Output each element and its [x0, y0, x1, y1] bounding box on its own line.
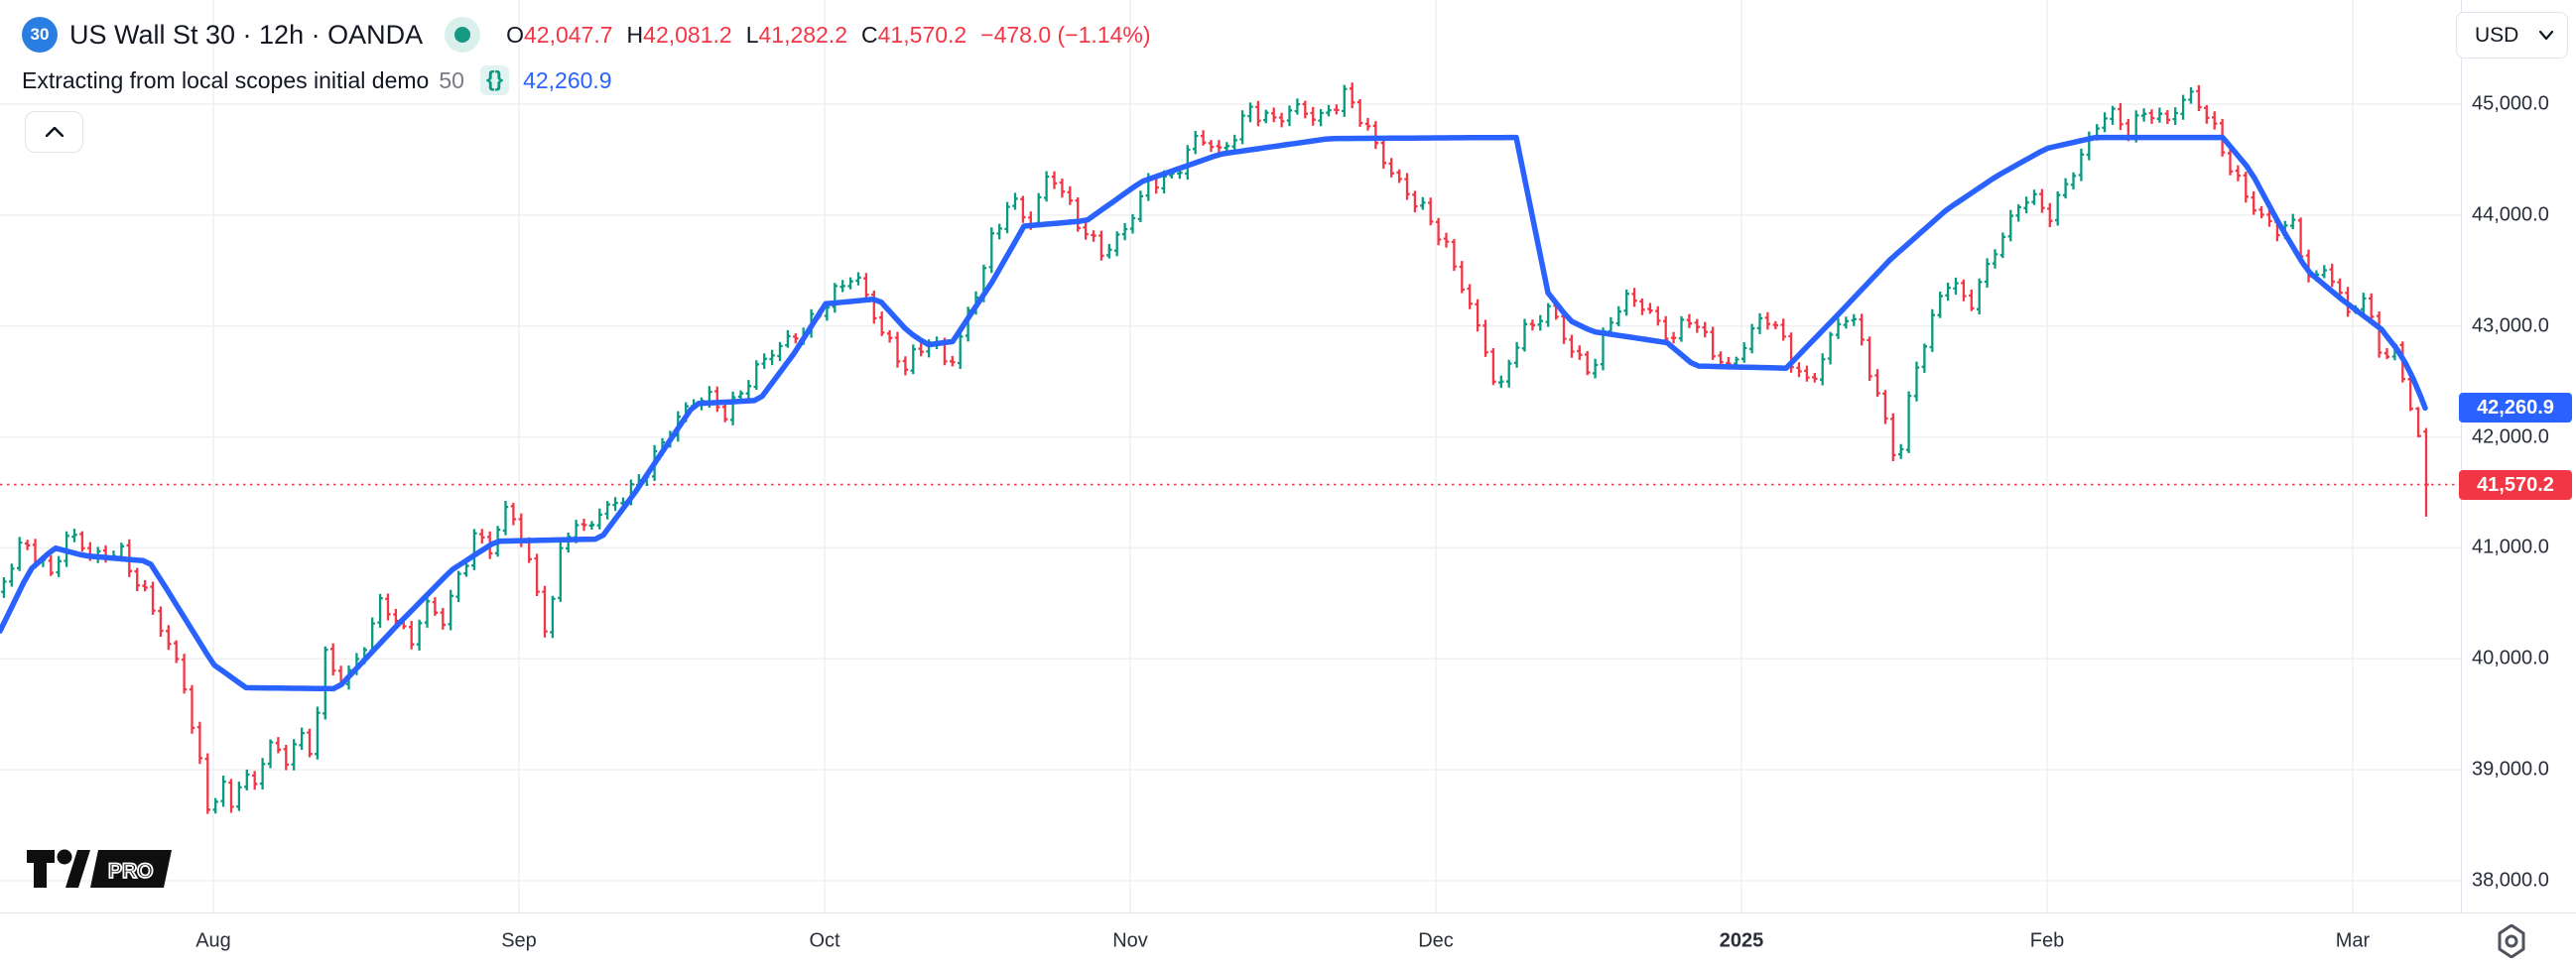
chevron-up-icon	[45, 127, 64, 137]
time-axis-label: Mar	[2335, 929, 2371, 952]
price-axis-label: 39,000.0	[2472, 758, 2549, 781]
price-axis-label: 41,000.0	[2472, 536, 2549, 558]
symbol-row[interactable]: 30 US Wall St 30 · 12h · OANDA O 42,047.…	[22, 14, 1151, 56]
source-code-icon[interactable]: {}	[479, 65, 510, 95]
legend-collapse-button[interactable]	[25, 111, 83, 153]
price-axis-label: 38,000.0	[2472, 869, 2549, 892]
market-open-dot-icon[interactable]	[445, 17, 481, 53]
symbol-title[interactable]: US Wall St 30 · 12h · OANDA	[69, 19, 424, 50]
chart-canvas[interactable]	[0, 0, 2461, 912]
time-axis-label: Feb	[2029, 929, 2065, 952]
open-label: O	[506, 21, 524, 48]
tv-mark-icon	[27, 849, 90, 888]
high-value: 42,081.2	[643, 21, 732, 48]
price-axis-label: 42,000.0	[2472, 425, 2549, 448]
ohlc-bars-down	[24, 82, 2429, 814]
pro-label: PRO	[108, 860, 154, 883]
market-dot-core	[454, 27, 471, 43]
time-axis-label: Nov	[1112, 929, 1148, 952]
low-value: 41,282.2	[758, 21, 848, 48]
close-label: C	[861, 21, 878, 48]
chart-plot-area[interactable]	[0, 0, 2461, 912]
change-value: −478.0 (−1.14%)	[980, 21, 1151, 48]
pro-badge: PRO	[90, 850, 172, 888]
last-price-badge: 41,570.2	[2459, 469, 2572, 500]
low-label: L	[745, 21, 759, 48]
time-axis-label: 2025	[1719, 929, 1764, 952]
price-axis-label: 45,000.0	[2472, 92, 2549, 115]
indicator-name[interactable]: Extracting from local scopes initial dem…	[22, 66, 430, 93]
chevron-down-icon	[2539, 31, 2553, 40]
symbol-logo-badge: 30	[22, 17, 58, 53]
time-axis[interactable]: Aug Sep Oct Nov Dec 2025 Feb Mar	[0, 912, 2576, 968]
price-axis-label: 40,000.0	[2472, 647, 2549, 669]
ma-line	[0, 134, 2428, 692]
time-axis-label: Oct	[809, 929, 840, 952]
indicator-row[interactable]: Extracting from local scopes initial dem…	[22, 61, 1151, 99]
time-axis-label: Dec	[1418, 929, 1454, 952]
open-value: 42,047.7	[524, 21, 613, 48]
ma-value-badge: 42,260.9	[2459, 393, 2572, 424]
currency-label: USD	[2475, 23, 2519, 47]
ohlc-readout: O 42,047.7 H 42,081.2 L 41,282.2 C 41,57…	[506, 22, 1150, 49]
high-label: H	[626, 21, 644, 48]
time-axis-label: Sep	[501, 929, 537, 952]
time-axis-label: Aug	[195, 929, 231, 952]
close-value: 41,570.2	[877, 21, 967, 48]
gear-icon[interactable]	[2495, 924, 2528, 958]
indicator-param: 50	[439, 66, 464, 93]
tradingview-logo[interactable]: PRO	[25, 848, 174, 890]
price-axis[interactable]: 45,000.0 44,000.0 43,000.0 42,000.0 41,000.0…	[2461, 0, 2576, 912]
indicator-value: 42,260.9	[523, 66, 612, 93]
price-axis-label: 44,000.0	[2472, 203, 2549, 226]
ohlc-bars-up	[1, 84, 2398, 814]
chart-legend: 30 US Wall St 30 · 12h · OANDA O 42,047.…	[22, 14, 1151, 99]
currency-selector-button[interactable]: USD	[2456, 12, 2568, 59]
price-axis-label: 43,000.0	[2472, 314, 2549, 337]
